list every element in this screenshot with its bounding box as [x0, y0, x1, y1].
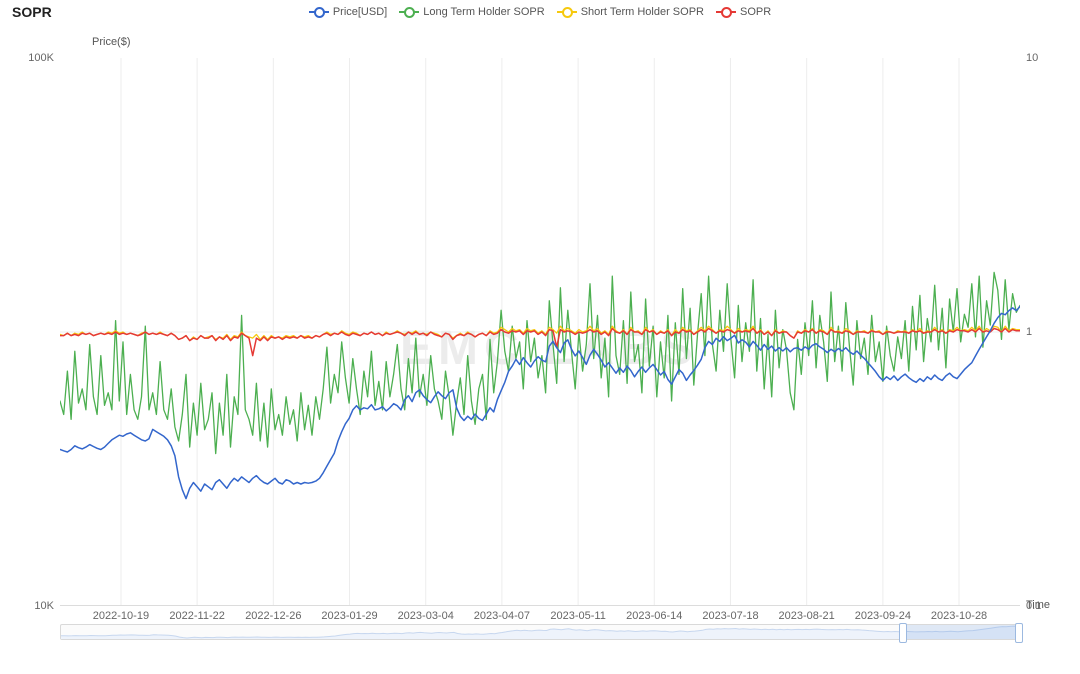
y-left-label: Price($) [92, 36, 131, 48]
time-brush[interactable] [60, 624, 1022, 640]
y-left-tick: 10K [22, 600, 54, 612]
x-tick: 2022-11-22 [169, 610, 224, 622]
brush-svg [61, 625, 1021, 639]
y-right-tick: 10 [1026, 52, 1038, 64]
chart-root: SOPR Price[USD] Long Term Holder SOPR Shor… [0, 0, 1080, 674]
brush-selection[interactable] [901, 625, 1021, 639]
y-right-tick: 1 [1026, 326, 1032, 338]
y-left-tick: 100K [22, 52, 54, 64]
legend-item[interactable]: Short Term Holder SOPR [557, 6, 704, 18]
legend-label: SOPR [740, 6, 771, 18]
legend-item[interactable]: Long Term Holder SOPR [399, 6, 544, 18]
legend-label: Long Term Holder SOPR [423, 6, 544, 18]
x-tick: 2022-10-19 [93, 610, 149, 622]
plot-area[interactable]: EMC LABS [60, 58, 1020, 606]
brush-handle-right[interactable] [1015, 623, 1023, 643]
legend-item[interactable]: SOPR [716, 6, 771, 18]
x-tick: 2023-09-24 [855, 610, 911, 622]
legend-item[interactable]: Price[USD] [309, 6, 387, 18]
x-tick: 2023-04-07 [474, 610, 530, 622]
x-tick: 2023-06-14 [626, 610, 682, 622]
x-tick: 2023-05-11 [550, 610, 605, 622]
plot-svg [60, 58, 1020, 606]
x-tick: 2022-12-26 [245, 610, 301, 622]
legend-label: Price[USD] [333, 6, 387, 18]
y-right-tick: 0.1 [1026, 600, 1041, 612]
x-tick: 2023-03-04 [398, 610, 454, 622]
x-tick: 2023-10-28 [931, 610, 987, 622]
legend-label: Short Term Holder SOPR [581, 6, 704, 18]
legend: Price[USD] Long Term Holder SOPR Short Ter… [0, 4, 1080, 18]
x-tick: 2023-08-21 [779, 610, 835, 622]
x-tick: 2023-07-18 [702, 610, 758, 622]
brush-handle-left[interactable] [899, 623, 907, 643]
x-tick: 2023-01-29 [321, 610, 377, 622]
